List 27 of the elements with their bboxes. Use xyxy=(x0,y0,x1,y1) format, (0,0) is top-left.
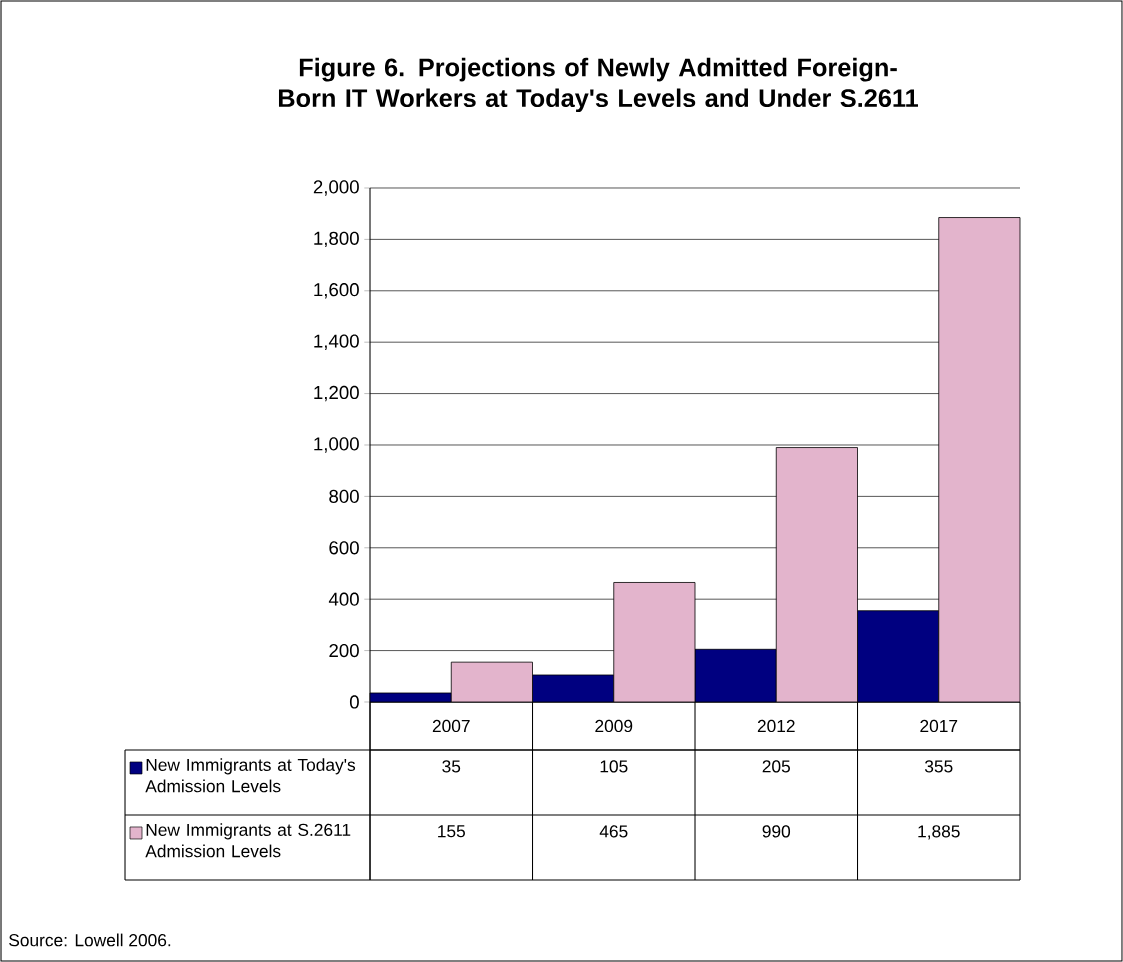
x-tick-label: 2007 xyxy=(432,719,470,733)
data-label: 990 xyxy=(762,825,791,838)
y-tick-label: 400 xyxy=(328,592,359,606)
data-label: 205 xyxy=(762,760,790,773)
source-note: Source: Lowell 2006. xyxy=(9,933,171,947)
data-label: 35 xyxy=(442,760,461,773)
y-tick-label: 1,800 xyxy=(314,231,359,248)
data-label: 105 xyxy=(600,760,628,773)
x-tick-label: 2017 xyxy=(920,719,958,733)
y-tick-label: 1,400 xyxy=(314,334,359,350)
y-tick-label: 200 xyxy=(329,643,359,658)
data-label: 355 xyxy=(924,760,953,773)
y-tick-label: 1,200 xyxy=(314,385,359,402)
y-tick-label: 1,600 xyxy=(314,283,359,299)
data-label: 155 xyxy=(438,825,465,838)
y-tick-label: 0 xyxy=(349,695,359,709)
legend-label: New Immigrants at S.2611 Admission Levels xyxy=(145,823,351,858)
legend-label: New Immigrants at Today's Admission Levels xyxy=(145,758,356,793)
x-tick-label: 2012 xyxy=(757,719,795,733)
data-label: 1,885 xyxy=(918,825,960,840)
y-tick-label: 2,000 xyxy=(313,180,359,196)
data-label: 465 xyxy=(599,825,628,838)
x-tick-label: 2009 xyxy=(595,719,633,733)
y-tick-label: 1,000 xyxy=(314,437,359,453)
chart-title: Figure 6. Projections of Newly Admitted Foreign-Born IT Workers at Today's Levels and Under S.2611 xyxy=(278,57,918,113)
y-tick-label: 600 xyxy=(329,541,359,555)
y-tick-label: 800 xyxy=(329,489,359,503)
